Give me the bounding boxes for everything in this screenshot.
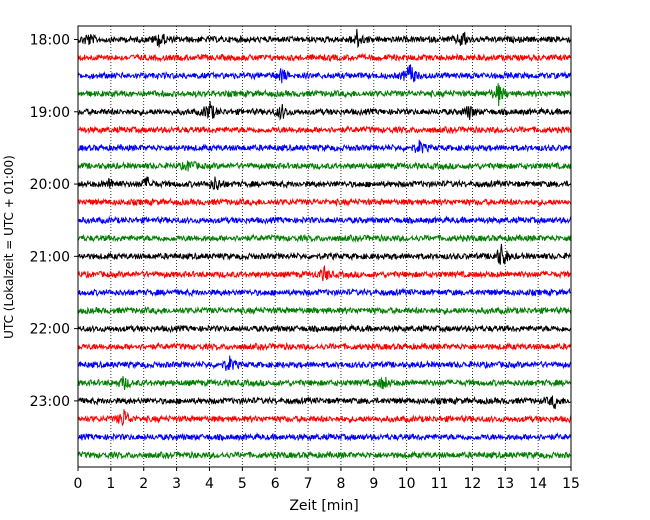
y-tick-label: 23:00: [30, 394, 70, 410]
plot-frame: [77, 25, 572, 468]
y-axis-label: UTC (Lokalzeit = UTC + 01:00): [2, 155, 16, 339]
trace-row: [77, 197, 572, 207]
trace-row: [77, 215, 572, 226]
y-tick-label: 19:00: [30, 105, 70, 121]
x-tick-label: 4: [205, 476, 214, 492]
trace-row: [77, 176, 572, 191]
trace-row: [77, 287, 572, 298]
trace-row: [77, 395, 572, 410]
trace-row: [77, 100, 572, 121]
x-axis-label: Zeit [min]: [289, 498, 358, 514]
x-tick-label: 14: [529, 476, 547, 492]
trace-row: [77, 450, 572, 460]
trace-row: [77, 124, 572, 135]
y-tick-label: 20:00: [30, 177, 70, 193]
x-tick-label: 12: [463, 476, 481, 492]
y-tick-label: 21:00: [30, 249, 70, 265]
trace-row: [77, 409, 572, 427]
x-tick-label: 5: [238, 476, 247, 492]
x-tick-label: 13: [496, 476, 514, 492]
trace-row: [77, 28, 572, 49]
trace-row: [77, 160, 572, 172]
x-tick-label: 9: [369, 476, 378, 492]
x-tick-label: 7: [304, 476, 313, 492]
y-tick-label: 22:00: [30, 322, 70, 338]
trace-row: [77, 341, 572, 352]
x-tick-label: 1: [106, 476, 115, 492]
trace-row: [77, 139, 572, 154]
trace-row: [77, 355, 572, 371]
x-tick-label: 6: [271, 476, 280, 492]
trace-row: [77, 52, 572, 63]
x-tick-label: 3: [172, 476, 181, 492]
x-tick-label: 0: [74, 476, 83, 492]
trace-row: [77, 233, 572, 243]
trace-row: [77, 376, 572, 390]
x-tick-label: 2: [139, 476, 148, 492]
trace-row: [77, 64, 572, 84]
seismic-traces: [77, 28, 572, 460]
trace-row: [77, 83, 572, 107]
x-tick-label: 8: [336, 476, 345, 492]
x-axis-ticks: 0 1 2 3 4 5 6 7 8 9 10 11 12 13 14 15: [74, 467, 580, 492]
y-tick-label: 18:00: [30, 33, 70, 49]
x-tick-label: 15: [562, 476, 580, 492]
trace-row: [77, 264, 572, 282]
trace-row: [77, 243, 572, 265]
y-axis-ticks: 18:00 19:00 20:00 21:00 22:00 23:00: [30, 33, 78, 410]
trace-row: [77, 305, 572, 316]
x-tick-label: 10: [398, 476, 416, 492]
trace-row: [77, 431, 572, 442]
x-tick-label: 11: [431, 476, 449, 492]
trace-row: [77, 323, 572, 334]
